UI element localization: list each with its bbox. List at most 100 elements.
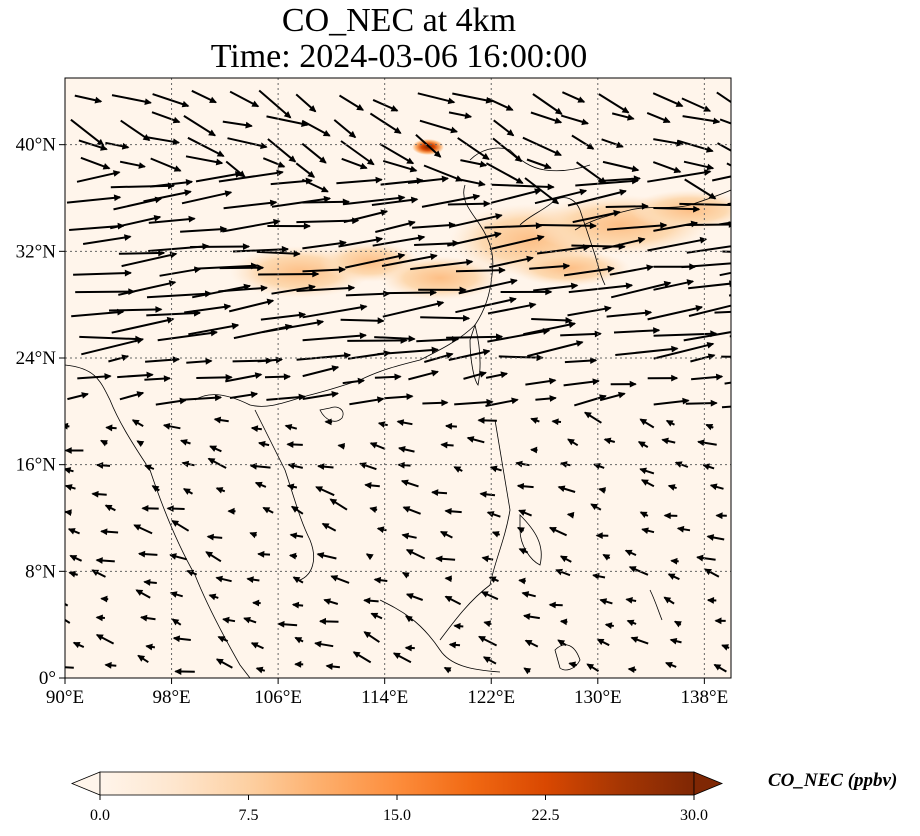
- wind-arrow-head: [737, 302, 743, 307]
- wind-arrow-head: [250, 642, 259, 649]
- wind-arrow-head: [756, 402, 762, 407]
- wind-arrow-shaft: [729, 335, 731, 338]
- wind-arrow-head: [269, 199, 278, 207]
- wind-arrow-head: [586, 663, 595, 671]
- wind-arrow-head: [430, 289, 438, 297]
- wind-arrow-head: [500, 371, 509, 379]
- wind-arrow-head: [308, 105, 317, 113]
- wind-arrow-head: [602, 554, 611, 561]
- wind-arrow-head: [554, 117, 563, 124]
- wind-arrow-head: [227, 507, 235, 515]
- wind-arrow-shaft: [605, 205, 648, 208]
- wind-arrow-shaft: [686, 223, 731, 226]
- wind-arrow-head: [81, 392, 89, 399]
- wind-arrow-head: [57, 665, 63, 670]
- wind-arrow-head: [312, 270, 320, 278]
- wind-arrow-shaft: [117, 373, 153, 379]
- wind-arrow-head: [250, 425, 259, 433]
- wind-arrow-head: [315, 486, 323, 493]
- wind-arrow-shaft: [195, 172, 242, 183]
- wind-arrow-head: [316, 319, 325, 326]
- wind-arrow-head: [286, 441, 294, 449]
- wind-arrow-head: [781, 194, 787, 199]
- wind-arrow-head: [576, 340, 584, 347]
- wind-arrow-shaft: [688, 282, 731, 290]
- wind-arrow-head: [567, 438, 575, 446]
- wind-arrow-shaft: [484, 224, 542, 229]
- wind-arrow-head: [316, 552, 325, 559]
- wind-arrow-shaft: [522, 136, 562, 157]
- wind-arrow-head: [559, 618, 568, 626]
- wind-arrow-shaft: [421, 195, 480, 208]
- wind-arrow-head: [400, 479, 409, 486]
- colorbar: 0.0 7.5 15.0 22.5 30.0: [70, 771, 724, 824]
- wind-arrow-shaft: [567, 306, 611, 317]
- wind-arrow-head: [329, 498, 338, 506]
- wind-arrow-shaft: [258, 273, 319, 276]
- wind-arrow-head: [579, 188, 588, 196]
- wind-arrow-head: [288, 552, 297, 560]
- wind-arrow-shaft: [345, 292, 390, 297]
- wind-arrow-shaft: [688, 304, 731, 317]
- wind-arrow-head: [548, 601, 556, 609]
- wind-arrow-head: [625, 282, 634, 290]
- wind-arrow-shaft: [419, 119, 458, 133]
- wind-arrow-head: [307, 170, 315, 178]
- wind-arrow-shaft: [711, 175, 731, 182]
- wind-arrow-head: [213, 416, 222, 424]
- wind-arrow-head: [667, 484, 676, 491]
- wind-arrow-shaft: [271, 197, 331, 208]
- wind-arrow-head: [592, 378, 600, 386]
- wind-arrow-shaft: [653, 342, 714, 360]
- wind-arrow-shaft: [714, 310, 731, 314]
- tick-label-lon: 130°E: [574, 687, 622, 708]
- wind-arrow-head: [695, 305, 704, 312]
- concentration-field: [230, 139, 731, 300]
- wind-arrow-head: [518, 548, 527, 555]
- wind-arrow-shaft: [71, 310, 124, 318]
- wind-arrow-head: [100, 528, 108, 536]
- wind-arrow-shaft: [647, 238, 707, 252]
- wind-arrow-head: [363, 631, 372, 639]
- wind-arrow-head: [153, 215, 162, 222]
- wind-arrow-head: [364, 482, 372, 489]
- wind-arrow-head: [324, 418, 332, 426]
- wind-arrow-head: [231, 322, 240, 330]
- wind-arrow-head: [359, 462, 367, 469]
- wind-arrow-head: [444, 595, 453, 603]
- wind-arrow-shaft: [302, 200, 349, 204]
- wind-arrow-shaft: [225, 373, 262, 383]
- wind-arrow-head: [706, 341, 715, 349]
- wind-arrow-head: [709, 483, 718, 491]
- wind-arrow-head: [95, 462, 104, 469]
- wind-arrow-head: [65, 467, 72, 474]
- tick-label-lat: 24°N: [16, 348, 57, 369]
- wind-arrow-head: [554, 149, 562, 156]
- wind-arrow-head: [598, 487, 606, 494]
- wind-arrow-head: [644, 309, 653, 317]
- wind-arrow-head: [750, 173, 756, 178]
- wind-arrow-head: [181, 100, 190, 108]
- wind-arrow-head: [145, 643, 153, 651]
- wind-arrow-head: [536, 354, 544, 362]
- wind-arrow-head: [262, 507, 271, 514]
- wind-arrow-head: [625, 597, 633, 604]
- wind-arrow-head: [444, 422, 453, 430]
- wind-arrow-shaft: [487, 329, 550, 343]
- wind-arrow-head: [524, 639, 533, 647]
- wind-arrow-head: [464, 112, 473, 119]
- wind-arrow-shaft: [187, 136, 225, 157]
- wind-arrow-head: [521, 591, 530, 598]
- wind-arrow-shaft: [534, 189, 587, 205]
- tick-label-lat: 40°N: [16, 135, 57, 156]
- wind-arrow-head: [514, 154, 523, 163]
- wind-arrow-shaft: [491, 183, 554, 189]
- wind-arrow-head: [188, 215, 196, 223]
- tick-label-lat: 8°N: [25, 561, 56, 582]
- wind-arrow-head: [104, 504, 113, 512]
- wind-arrow-head: [171, 520, 180, 527]
- wind-arrow-head: [481, 555, 489, 563]
- wind-arrow-head: [214, 394, 223, 402]
- wind-arrow-head: [394, 373, 402, 381]
